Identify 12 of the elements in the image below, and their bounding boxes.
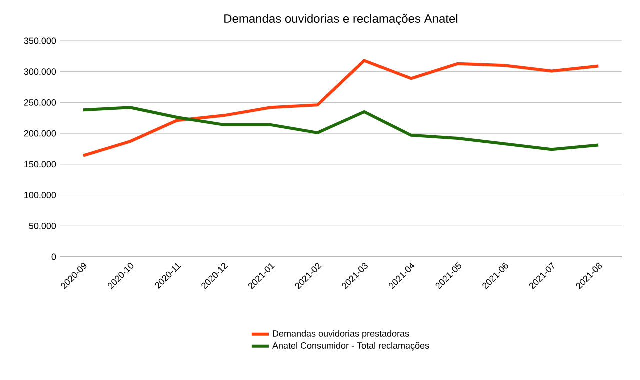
y-tick-label: 50.000: [29, 222, 56, 230]
y-tick-label: 200.000: [24, 130, 56, 137]
y-tick-label: 100.000: [24, 192, 56, 198]
y-tick-label: 250.000: [24, 100, 56, 106]
y-tick-label: 0: [52, 254, 56, 260]
chart-title: Demandas ouvidorias e reclamações Anatel: [224, 14, 458, 26]
legend-label: Demandas ouvidorias prestadoras: [273, 330, 410, 339]
y-tick-label: 350.000: [24, 38, 56, 44]
y-tick-label: 300.000: [24, 68, 56, 76]
line-series: [82, 59, 600, 158]
y-tick-label: 150.000: [24, 161, 56, 168]
legend-label: Anatel Consumidor - Total reclamações: [272, 342, 430, 351]
